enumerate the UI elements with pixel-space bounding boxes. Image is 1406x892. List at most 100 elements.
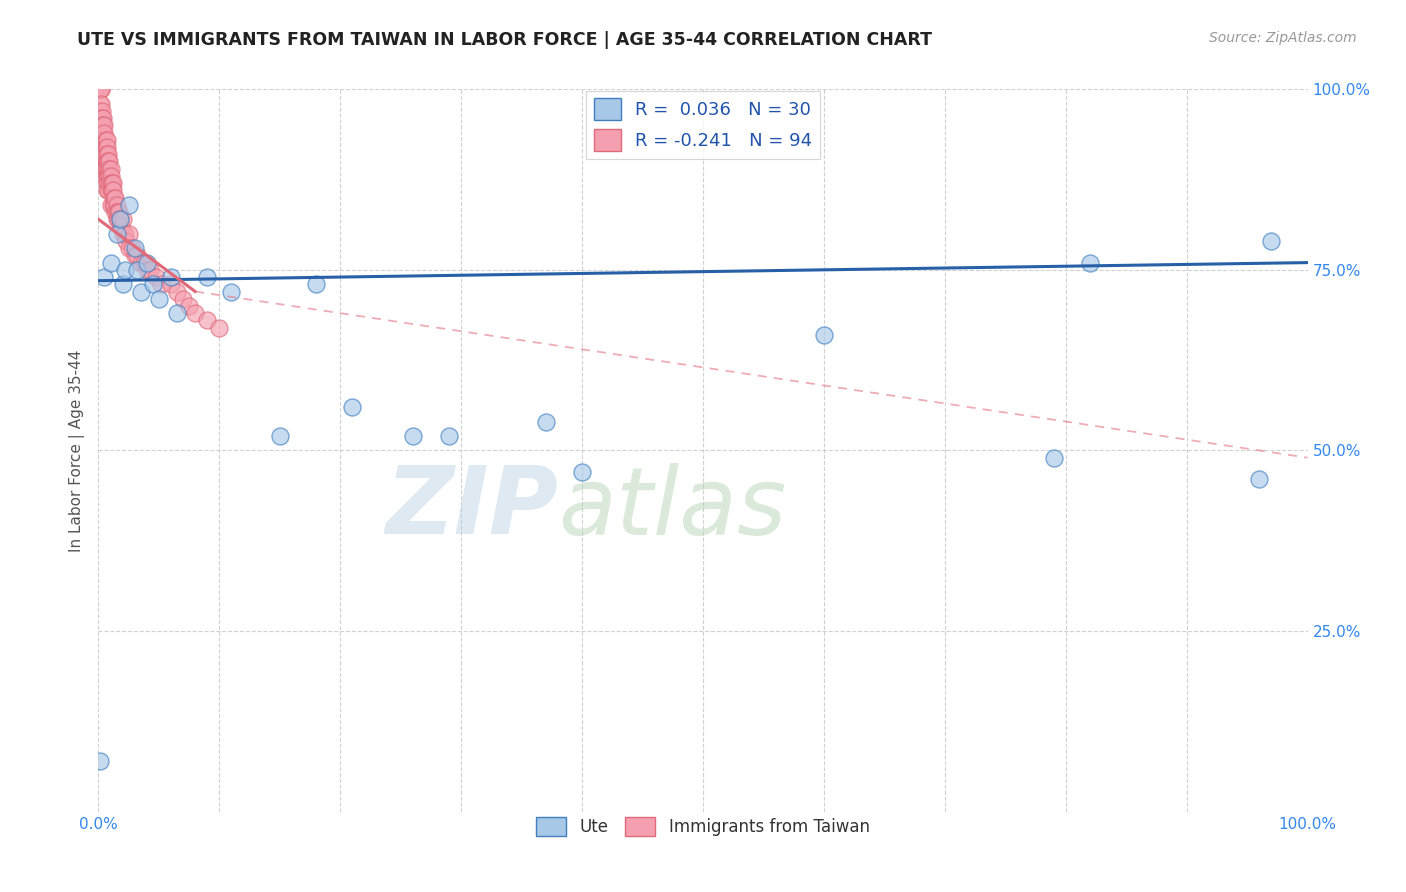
Point <box>91 161 114 176</box>
Point <box>100 169 122 183</box>
Point <box>437 429 460 443</box>
Y-axis label: In Labor Force | Age 35-44: In Labor Force | Age 35-44 <box>69 350 86 551</box>
Point <box>90 111 112 125</box>
Point <box>89 96 111 111</box>
Point <box>179 299 201 313</box>
Point <box>110 219 132 234</box>
Point <box>93 119 115 133</box>
Point <box>118 241 141 255</box>
Point <box>166 285 188 299</box>
Text: ZIP: ZIP <box>385 462 558 554</box>
Point <box>94 133 117 147</box>
Point <box>94 140 117 154</box>
Text: Source: ZipAtlas.com: Source: ZipAtlas.com <box>1209 31 1357 45</box>
Point <box>145 270 167 285</box>
Point <box>91 103 114 118</box>
Point <box>90 82 112 96</box>
Point <box>101 183 124 197</box>
Point <box>89 754 111 768</box>
Point <box>208 320 231 334</box>
Point <box>94 161 117 176</box>
Point <box>1249 472 1271 486</box>
Point <box>142 277 165 292</box>
Point <box>89 103 111 118</box>
Point <box>105 198 128 212</box>
Point <box>98 176 121 190</box>
Point <box>342 400 364 414</box>
Point <box>118 198 141 212</box>
Point <box>90 96 112 111</box>
Legend: Ute, Immigrants from Taiwan: Ute, Immigrants from Taiwan <box>530 811 876 843</box>
Point <box>166 306 188 320</box>
Point <box>195 313 218 327</box>
Point <box>139 262 162 277</box>
Point <box>93 126 115 140</box>
Point <box>100 183 122 197</box>
Point <box>98 154 121 169</box>
Point <box>91 140 114 154</box>
Point <box>96 176 118 190</box>
Point <box>305 277 328 292</box>
Point <box>221 285 243 299</box>
Point <box>813 327 835 342</box>
Point <box>160 270 183 285</box>
Point <box>121 241 143 255</box>
Point <box>93 140 115 154</box>
Point <box>89 82 111 96</box>
Point <box>148 292 170 306</box>
Point <box>97 154 120 169</box>
Point <box>97 161 120 176</box>
Point <box>104 205 127 219</box>
Point <box>107 212 129 227</box>
Point <box>108 212 131 227</box>
Point <box>96 154 118 169</box>
Point <box>91 140 114 154</box>
Point <box>115 234 138 248</box>
Point <box>100 255 122 269</box>
Point <box>105 205 128 219</box>
Point <box>571 465 593 479</box>
Point <box>150 277 173 292</box>
Point <box>101 198 124 212</box>
Point <box>91 126 114 140</box>
Point <box>89 82 111 96</box>
Point <box>100 176 122 190</box>
Point <box>127 248 149 262</box>
Point <box>97 147 120 161</box>
Point <box>108 212 131 227</box>
Point <box>1078 255 1101 269</box>
Point <box>135 262 157 277</box>
Point <box>111 277 134 292</box>
Point <box>129 285 152 299</box>
Point <box>172 292 194 306</box>
Point <box>195 270 218 285</box>
Point <box>89 82 111 96</box>
Point <box>127 262 149 277</box>
Point <box>402 429 425 443</box>
Point <box>91 126 114 140</box>
Point <box>97 183 120 197</box>
Point <box>101 176 124 190</box>
Point <box>114 262 136 277</box>
Point <box>98 169 121 183</box>
Point <box>124 241 146 255</box>
Text: UTE VS IMMIGRANTS FROM TAIWAN IN LABOR FORCE | AGE 35-44 CORRELATION CHART: UTE VS IMMIGRANTS FROM TAIWAN IN LABOR F… <box>77 31 932 49</box>
Point <box>98 161 121 176</box>
Point <box>534 415 557 429</box>
Point <box>91 119 114 133</box>
Point <box>111 227 134 241</box>
Point <box>104 191 127 205</box>
Point <box>103 198 125 212</box>
Point <box>114 227 136 241</box>
Point <box>90 133 112 147</box>
Point <box>93 147 115 161</box>
Point <box>91 147 114 161</box>
Point <box>97 169 120 183</box>
Point <box>90 82 112 96</box>
Point <box>100 176 122 190</box>
Point <box>134 255 156 269</box>
Point <box>108 205 131 219</box>
Point <box>105 212 128 227</box>
Point <box>93 161 115 176</box>
Point <box>91 111 114 125</box>
